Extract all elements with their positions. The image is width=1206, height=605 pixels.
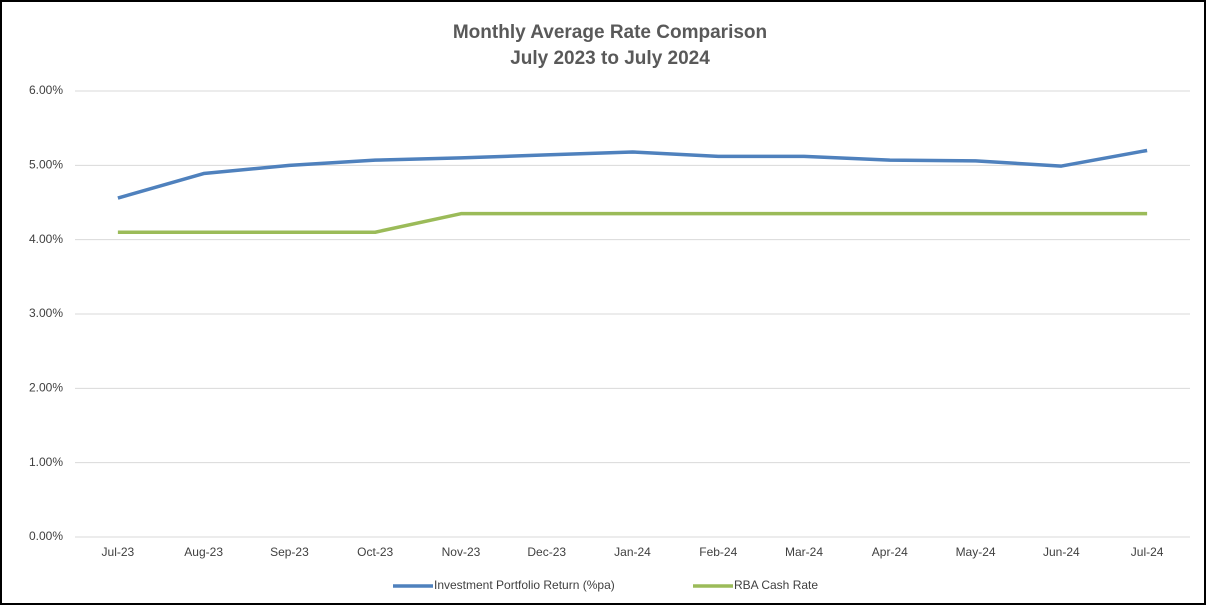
series-line <box>117 148 1148 200</box>
x-tick-label: Oct-23 <box>357 545 393 559</box>
x-tick-label: Feb-24 <box>699 545 737 559</box>
x-tick-label: Jul-24 <box>1131 545 1164 559</box>
y-tick-label: 3.00% <box>29 306 63 320</box>
x-tick-label: Nov-23 <box>442 545 481 559</box>
x-tick-label: Mar-24 <box>785 545 823 559</box>
y-tick-label: 2.00% <box>29 381 63 395</box>
chart-subtitle: July 2023 to July 2024 <box>510 48 710 69</box>
x-tick-label: Jun-24 <box>1043 545 1080 559</box>
x-tick-label: Apr-24 <box>872 545 908 559</box>
y-tick-label: 5.00% <box>29 158 63 172</box>
x-tick-label: Jan-24 <box>614 545 651 559</box>
y-tick-label: 1.00% <box>29 455 63 469</box>
legend-label: Investment Portfolio Return (%pa) <box>434 578 615 592</box>
y-tick-label: 6.00% <box>29 83 63 97</box>
x-tick-label: Sep-23 <box>270 545 309 559</box>
x-tick-label: Dec-23 <box>527 545 566 559</box>
x-tick-label: Aug-23 <box>184 545 223 559</box>
series-line <box>117 211 1148 234</box>
x-tick-label: Jul-23 <box>102 545 135 559</box>
legend-label: RBA Cash Rate <box>734 578 818 592</box>
y-tick-label: 0.00% <box>29 529 63 543</box>
chart-title: Monthly Average Rate Comparison <box>453 22 767 43</box>
y-tick-label: 4.00% <box>29 232 63 246</box>
x-tick-label: May-24 <box>956 545 996 559</box>
